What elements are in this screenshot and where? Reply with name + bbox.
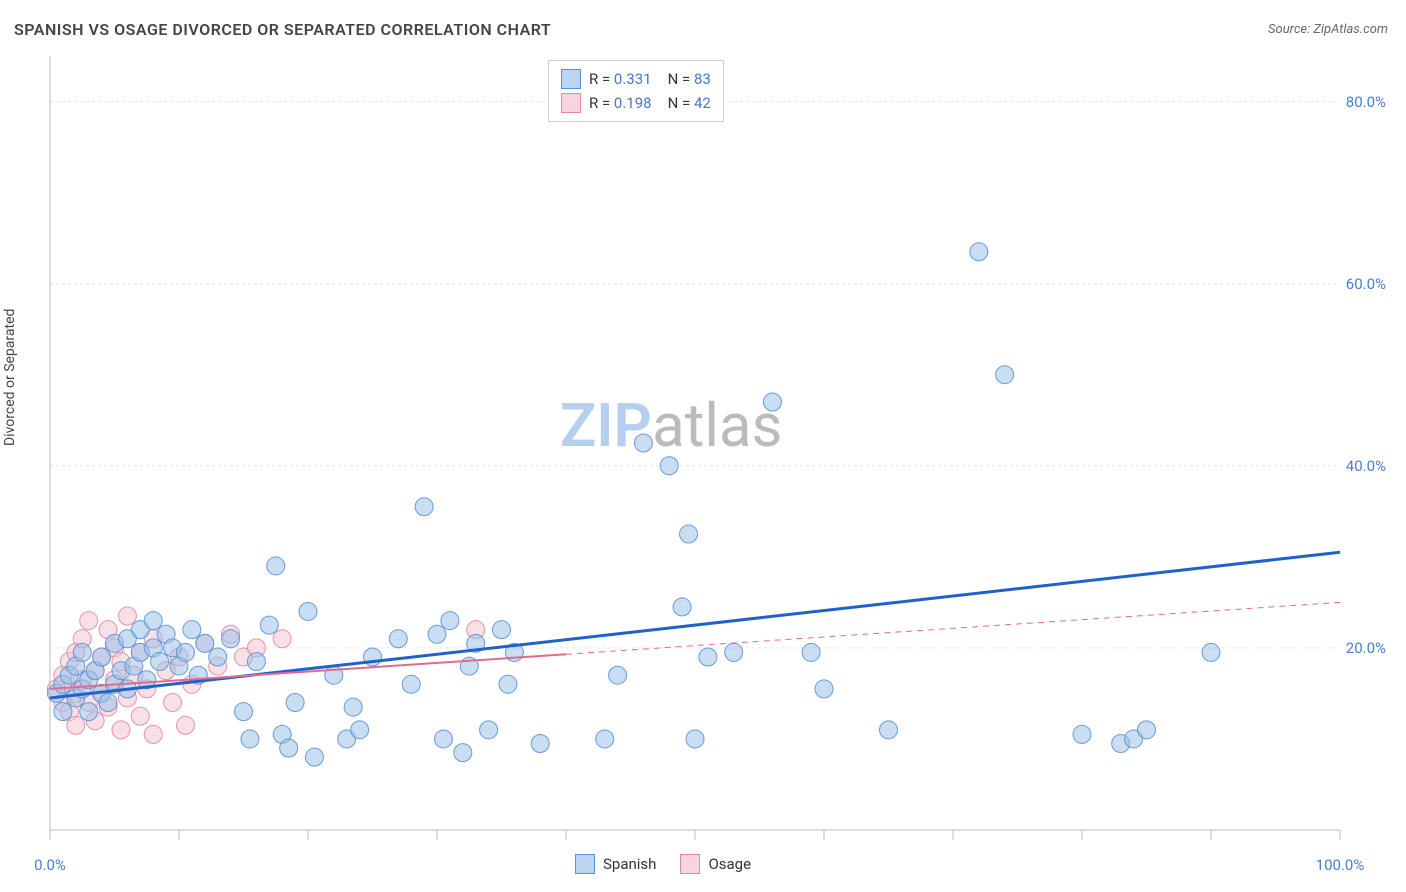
y-tick-label: 20.0%	[1346, 639, 1386, 657]
legend-item: Osage	[680, 854, 751, 874]
y-tick-label: 40.0%	[1346, 457, 1386, 475]
legend-swatch	[680, 854, 700, 874]
legend-swatch	[561, 93, 581, 113]
scatter-plot	[0, 0, 1406, 892]
legend-item: Spanish	[575, 854, 656, 874]
legend-row: R = 0.331N = 83	[561, 67, 711, 91]
y-tick-label: 80.0%	[1346, 93, 1386, 111]
legend-swatch	[575, 854, 595, 874]
x-tick-label: 0.0%	[34, 856, 66, 874]
legend-row: R = 0.198N = 42	[561, 91, 711, 115]
y-tick-label: 60.0%	[1346, 275, 1386, 293]
x-tick-label: 100.0%	[1316, 856, 1365, 874]
correlation-legend: R = 0.331N = 83R = 0.198N = 42	[548, 60, 724, 122]
series-legend: Spanish Osage	[575, 854, 751, 874]
legend-swatch	[561, 69, 581, 89]
